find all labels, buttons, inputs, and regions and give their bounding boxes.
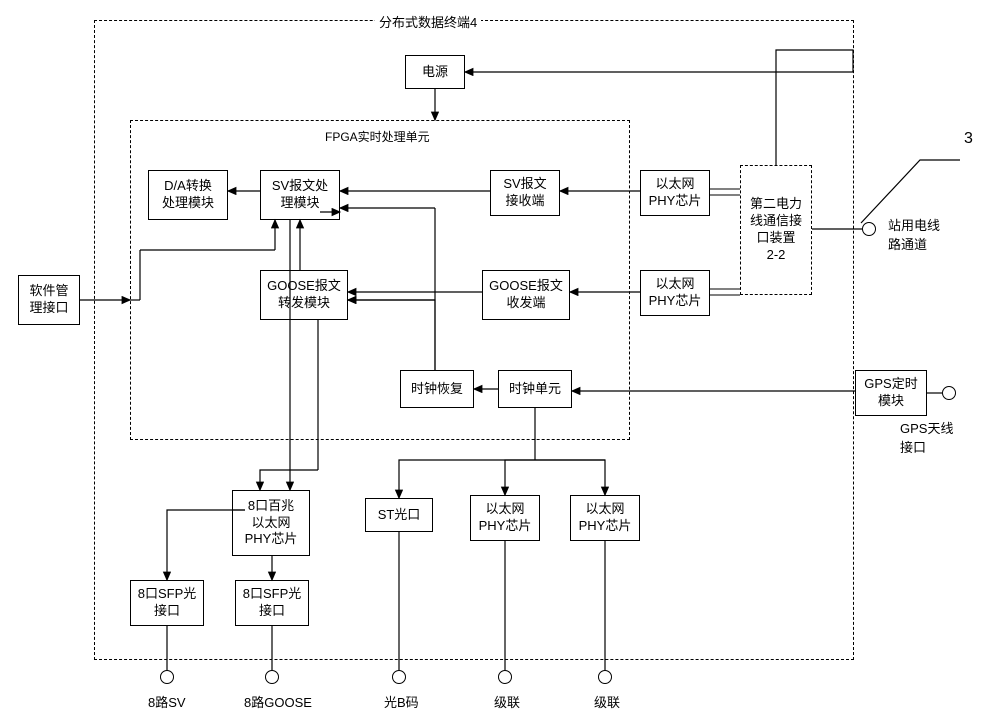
port-cascade1 — [498, 670, 512, 684]
goose-fwd-box: GOOSE报文 转发模块 — [260, 270, 348, 320]
cascade1-label: 级联 — [490, 692, 524, 711]
fpga-title: FPGA实时处理单元 — [321, 128, 434, 145]
port-goose8 — [265, 670, 279, 684]
sw-mgmt-box: 软件管 理接口 — [18, 275, 80, 325]
port-gps-ant — [942, 386, 956, 400]
gps-mod-box: GPS定时 模块 — [855, 370, 927, 416]
gps-ant-label: GPS天线 接口 — [896, 418, 957, 456]
plc2-box: 第二电力 线通信接 口装置 2-2 — [740, 165, 812, 295]
port-station-line — [862, 222, 876, 236]
goose-trx-box: GOOSE报文 收发端 — [482, 270, 570, 320]
phy4-box: 以太网 PHY芯片 — [570, 495, 640, 541]
optb-label: 光B码 — [380, 692, 423, 711]
ref-3-label: 3 — [960, 130, 977, 148]
sfp2-box: 8口SFP光 接口 — [235, 580, 309, 626]
sv8-label: 8路SV — [144, 692, 190, 711]
phy2-box: 以太网 PHY芯片 — [640, 270, 710, 316]
clk-unit-box: 时钟单元 — [498, 370, 572, 408]
goose8-label: 8路GOOSE — [240, 692, 316, 711]
phy1-box: 以太网 PHY芯片 — [640, 170, 710, 216]
eth8-100m-box: 8口百兆 以太网 PHY芯片 — [232, 490, 310, 556]
terminal-title: 分布式数据终端4 — [375, 12, 481, 31]
clk-rec-box: 时钟恢复 — [400, 370, 474, 408]
power-box: 电源 — [405, 55, 465, 89]
port-sv8 — [160, 670, 174, 684]
port-optb — [392, 670, 406, 684]
station-line-label: 站用电线 路通道 — [884, 215, 944, 253]
da-conv-box: D/A转换 处理模块 — [148, 170, 228, 220]
sfp1-box: 8口SFP光 接口 — [130, 580, 204, 626]
sv-proc-box: SV报文处 理模块 — [260, 170, 340, 220]
st-opt-box: ST光口 — [365, 498, 433, 532]
port-cascade2 — [598, 670, 612, 684]
phy3-box: 以太网 PHY芯片 — [470, 495, 540, 541]
cascade2-label: 级联 — [590, 692, 624, 711]
sv-rx-box: SV报文 接收端 — [490, 170, 560, 216]
